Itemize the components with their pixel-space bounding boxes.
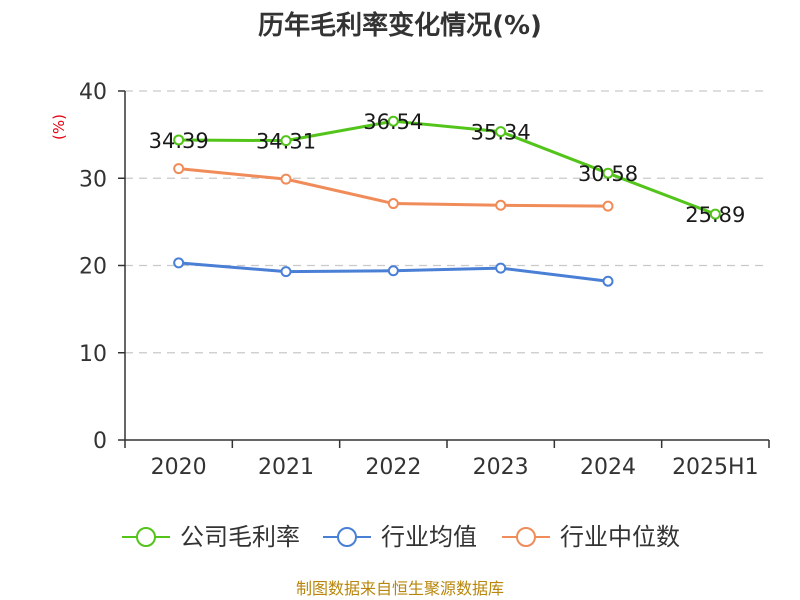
y-tick-label-4: 40 — [79, 80, 107, 105]
series-0-label-2: 36.54 — [363, 110, 423, 134]
series-0-label-5: 25.89 — [685, 203, 745, 227]
gridlines — [125, 90, 769, 354]
series-0-point-3 — [495, 126, 507, 138]
series-1-point-0 — [173, 257, 185, 269]
axes: 0 10 20 30 40 2020 2021 2022 2023 2024 2025H1 — [79, 80, 770, 480]
series-0-label-3: 35.34 — [471, 121, 531, 145]
legend: 公司毛利率 行业均值 行业中位数 — [122, 523, 680, 551]
series-0-point-1 — [280, 135, 292, 147]
data-labels: 34.39 34.31 36.54 35.34 30.58 25.89 — [149, 110, 746, 227]
series-0-point-0 — [173, 134, 185, 146]
y-axis-label: (%) — [50, 114, 68, 140]
series-line-0 — [177, 119, 717, 216]
legend-item-1: 行业均值 — [381, 523, 477, 551]
series-2-point-1 — [280, 173, 292, 185]
series-1-point-1 — [280, 266, 292, 278]
series-0-label-1: 34.31 — [256, 130, 316, 154]
series-2-point-2 — [387, 198, 399, 210]
series-1-point-3 — [495, 262, 507, 274]
series-2-point-3 — [495, 199, 507, 211]
series-0-label-4: 30.58 — [578, 162, 638, 186]
x-tick-label-1: 2021 — [258, 455, 314, 480]
x-tick-label-5: 2025H1 — [672, 455, 759, 480]
series-0-point-5 — [709, 208, 721, 220]
series-1-point-4 — [602, 275, 614, 287]
series-0-label-0: 34.39 — [149, 129, 209, 153]
chart-title: 历年毛利率变化情况(%) — [258, 10, 542, 41]
legend-marker-2 — [516, 527, 536, 547]
legend-marker-1 — [337, 527, 357, 547]
y-tick-label-3: 30 — [79, 167, 107, 192]
x-tick-label-2: 2022 — [365, 455, 421, 480]
legend-item-2: 行业中位数 — [560, 523, 680, 551]
series-0-point-4 — [602, 167, 614, 179]
source-note: 制图数据来自恒生聚源数据库 — [296, 579, 504, 598]
x-tick-label-0: 2020 — [151, 455, 207, 480]
series-layer — [173, 115, 721, 287]
series-0-point-2 — [387, 115, 399, 127]
x-tick-label-4: 2024 — [580, 455, 636, 480]
series-2-point-0 — [173, 163, 185, 175]
y-tick-label-0: 0 — [93, 429, 107, 454]
series-1-point-2 — [387, 265, 399, 277]
y-tick-label-1: 10 — [79, 342, 107, 367]
legend-item-0: 公司毛利率 — [180, 523, 300, 551]
legend-marker-0 — [136, 527, 156, 547]
y-tick-label-2: 20 — [79, 255, 107, 280]
series-2-point-4 — [602, 200, 614, 212]
x-tick-label-3: 2023 — [473, 455, 529, 480]
